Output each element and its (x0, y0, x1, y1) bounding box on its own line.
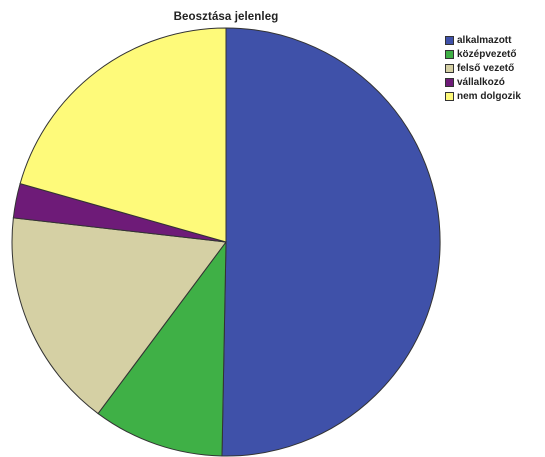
pie-slice-felso-vezeto (11, 217, 227, 415)
legend-swatch-nem-dolgozik (445, 91, 454, 101)
legend-swatch-felso-vezeto (445, 63, 454, 73)
legend-label-nem-dolgozik: nem dolgozik (457, 90, 521, 102)
legend-item-vallalkozo: vállalkozó (445, 75, 521, 89)
legend-swatch-alkalmazott (445, 35, 454, 45)
pie-slice-kozepvezeto (97, 240, 227, 457)
legend: alkalmazott középvezető felső vezető vállal… (445, 33, 521, 103)
legend-item-felso-vezeto: felső vezető (445, 61, 521, 75)
pie-slice-alkalmazott (221, 27, 441, 457)
legend-swatch-kozepvezeto (445, 49, 454, 59)
legend-item-kozepvezeto: középvezető (445, 47, 521, 61)
chart-title: Beosztása jelenleg (173, 11, 279, 23)
legend-swatch-vallalkozo (445, 77, 454, 87)
legend-item-alkalmazott: alkalmazott (445, 33, 521, 47)
legend-label-vallalkozo: vállalkozó (457, 76, 505, 88)
legend-label-kozepvezeto: középvezető (457, 48, 517, 60)
pie-slice-nem-dolgozik (19, 27, 227, 243)
legend-label-felso-vezeto: felső vezető (457, 62, 515, 74)
legend-item-nem-dolgozik: nem dolgozik (445, 89, 521, 103)
legend-label-alkalmazott: alkalmazott (457, 34, 512, 46)
